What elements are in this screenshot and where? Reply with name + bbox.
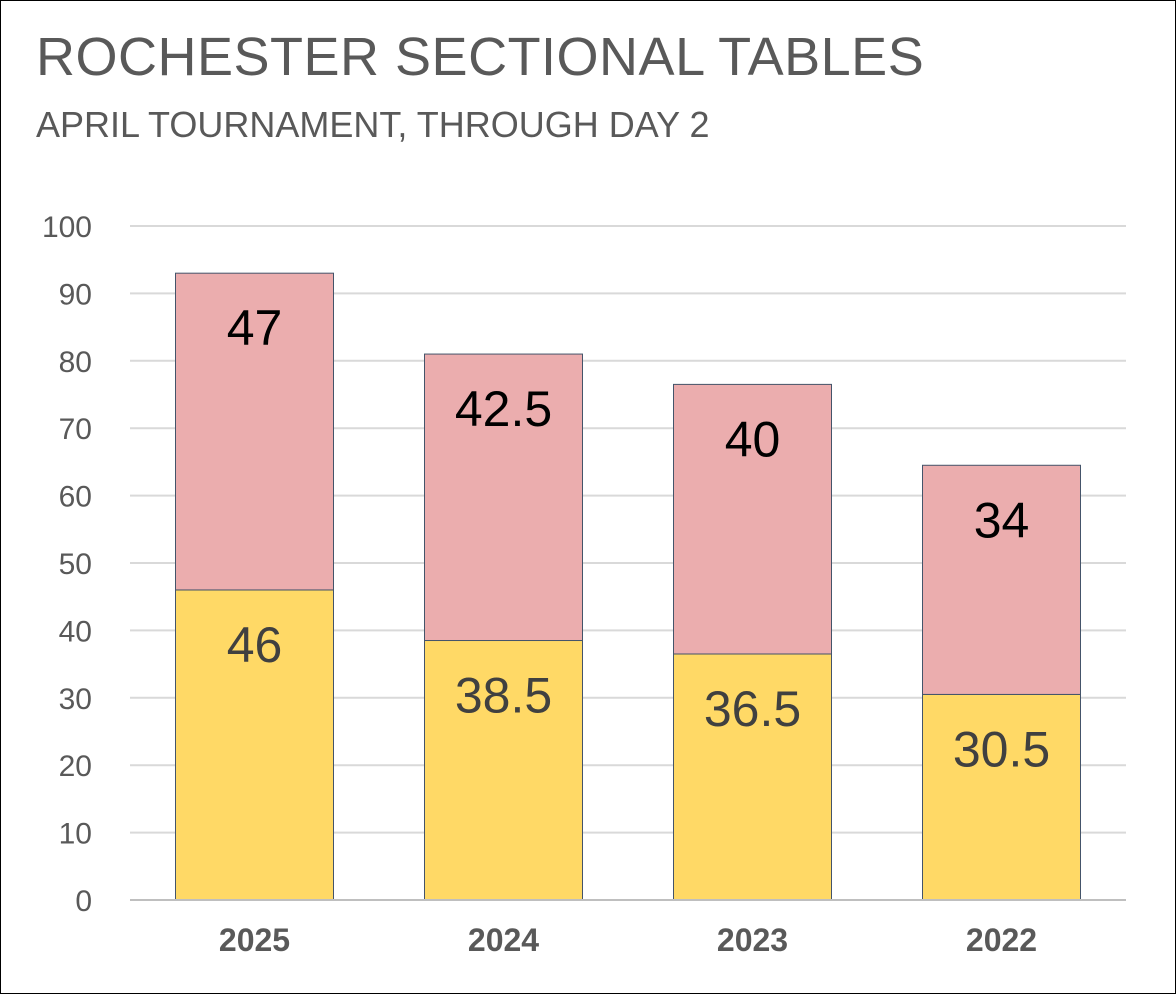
x-category-label-2022: 2022 xyxy=(966,922,1037,958)
y-tick-label-40: 40 xyxy=(59,615,92,648)
y-tick-label-30: 30 xyxy=(59,683,92,716)
bar-2023-segment-2 xyxy=(673,383,832,655)
x-category-label-2024: 2024 xyxy=(468,922,539,958)
data-label-2024-segment-1: 38.5 xyxy=(455,668,552,724)
bar-2022-segment-2 xyxy=(922,464,1081,695)
bar-2024-segment-2 xyxy=(424,353,583,642)
y-tick-label-80: 80 xyxy=(59,346,92,379)
y-tick-label-20: 20 xyxy=(59,750,92,783)
data-label-2023-segment-1: 36.5 xyxy=(704,681,801,737)
y-tick-label-90: 90 xyxy=(59,278,92,311)
bar-2023-segment-1 xyxy=(673,653,832,901)
data-label-2024-segment-2: 42.5 xyxy=(455,381,552,437)
y-tick-label-70: 70 xyxy=(59,413,92,446)
data-label-2023-segment-2: 40 xyxy=(725,411,781,467)
chart-title: ROCHESTER SECTIONAL TABLES xyxy=(36,27,925,87)
data-label-2025-segment-2: 47 xyxy=(227,300,283,356)
y-tick-label-0: 0 xyxy=(75,885,92,918)
data-label-2022-segment-1: 30.5 xyxy=(953,721,1050,777)
chart-subtitle: APRIL TOURNAMENT, THROUGH DAY 2 xyxy=(36,104,710,145)
x-category-label-2025: 2025 xyxy=(219,922,290,958)
data-label-2022-segment-2: 34 xyxy=(974,492,1030,548)
y-tick-label-10: 10 xyxy=(59,818,92,851)
x-category-label-2023: 2023 xyxy=(717,922,788,958)
data-label-2025-segment-1: 46 xyxy=(227,617,283,673)
y-tick-label-100: 100 xyxy=(42,211,92,244)
bar-2025-segment-2 xyxy=(175,272,334,591)
bar-2024-segment-1 xyxy=(424,640,583,901)
y-tick-label-60: 60 xyxy=(59,481,92,514)
y-tick-label-50: 50 xyxy=(59,548,92,581)
